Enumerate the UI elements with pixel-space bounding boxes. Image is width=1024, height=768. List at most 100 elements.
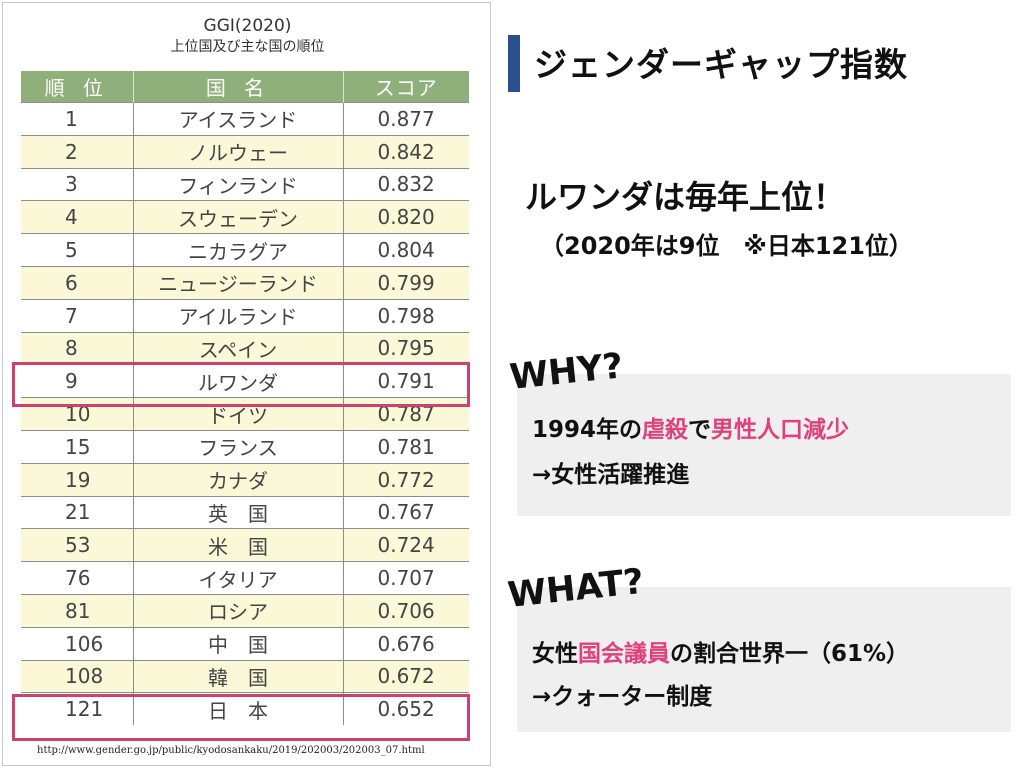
- rank-cell: 4: [21, 200, 134, 234]
- table-row: 6 ニュージーランド 0.799: [21, 265, 469, 300]
- source-url: http://www.gender.go.jp/public/kyodosank…: [37, 745, 425, 756]
- rank-cell: 53: [21, 528, 134, 562]
- rank-cell: 9: [21, 364, 134, 398]
- table-row: 9 ルワンダ 0.791: [21, 364, 469, 398]
- header-country: 国 名: [133, 71, 344, 103]
- table-row: 3 フィンランド 0.832: [21, 167, 469, 201]
- why-line-1: 1994年の虐殺で男性人口減少: [532, 410, 849, 444]
- rank-cell: 106: [21, 626, 134, 661]
- rank-cell: 7: [21, 298, 134, 333]
- ranking-table: 順 位 国 名 スコア 1 アイスランド 0.877 2 ノルウェー 0.842 3 フィンラ…: [21, 71, 469, 726]
- country-cell: イタリア: [133, 561, 344, 595]
- score-cell: 0.798: [343, 298, 469, 333]
- table-row: 108 韓 国 0.672: [21, 659, 469, 693]
- score-cell: 0.706: [343, 593, 469, 628]
- rank-cell: 19: [21, 462, 134, 497]
- country-cell: 日 本: [133, 692, 344, 726]
- table-row: 10 ドイツ 0.787: [21, 397, 469, 431]
- table-row: 5 ニカラグア 0.804: [21, 233, 469, 267]
- country-cell: ニュージーランド: [133, 265, 344, 300]
- rank-cell: 108: [21, 659, 134, 693]
- country-cell: スペイン: [133, 331, 344, 365]
- why-line-1-mid: で: [688, 417, 712, 443]
- ggi-table-panel: GGI(2020) 上位国及び主な国の順位 順 位 国 名 スコア 1 アイスラン…: [2, 2, 491, 766]
- table-row: 4 スウェーデン 0.820: [21, 200, 469, 234]
- country-cell: 英 国: [133, 495, 344, 529]
- score-cell: 0.795: [343, 331, 469, 365]
- rwanda-claim: ルワンダは毎年上位！: [525, 178, 846, 216]
- table-row: 121 日 本 0.652: [21, 692, 469, 726]
- rank-cell: 76: [21, 561, 134, 595]
- score-cell: 0.672: [343, 659, 469, 693]
- country-cell: フィンランド: [133, 167, 344, 201]
- rank-cell: 2: [21, 134, 134, 169]
- why-line-2: →女性活躍推進: [532, 462, 690, 488]
- table-row: 53 米 国 0.724: [21, 528, 469, 562]
- country-cell: ニカラグア: [133, 233, 344, 267]
- header-rank: 順 位: [21, 71, 134, 103]
- rank-cell: 1: [21, 102, 134, 136]
- slide-heading: ジェンダーギャップ指数: [534, 45, 908, 84]
- rank-note: （2020年は9位 ※日本121位）: [540, 232, 913, 260]
- table-title: GGI(2020) 上位国及び主な国の順位: [3, 15, 492, 57]
- score-cell: 0.842: [343, 134, 469, 169]
- table-row: 21 英 国 0.767: [21, 495, 469, 529]
- header-score: スコア: [343, 71, 469, 103]
- why-highlight-massacre: 虐殺: [642, 417, 689, 443]
- table-row: 2 ノルウェー 0.842: [21, 134, 469, 169]
- score-cell: 0.791: [343, 364, 469, 398]
- score-cell: 0.767: [343, 495, 469, 529]
- table-subtitle: 上位国及び主な国の順位: [170, 38, 325, 55]
- score-cell: 0.724: [343, 528, 469, 562]
- score-cell: 0.877: [343, 102, 469, 136]
- why-highlight-male-decline: 男性人口減少: [711, 417, 850, 443]
- rank-cell: 6: [21, 265, 134, 300]
- rank-cell: 5: [21, 233, 134, 267]
- what-line-1-post: の割合世界一（61%）: [670, 641, 910, 667]
- rank-cell: 3: [21, 167, 134, 201]
- country-cell: 中 国: [133, 626, 344, 661]
- rank-cell: 81: [21, 593, 134, 628]
- score-cell: 0.820: [343, 200, 469, 234]
- what-line-2: →クォーター制度: [532, 684, 713, 710]
- what-highlight-diet-members: 国会議員: [578, 641, 670, 667]
- rank-cell: 121: [21, 692, 134, 726]
- table-row: 15 フランス 0.781: [21, 429, 469, 464]
- heading-accent-bar: [508, 35, 520, 92]
- ranking-table-body: 1 アイスランド 0.877 2 ノルウェー 0.842 3 フィンランド 0.832 4 スウェー…: [21, 102, 469, 726]
- table-row: 7 アイルランド 0.798: [21, 298, 469, 333]
- table-row: 8 スペイン 0.795: [21, 331, 469, 365]
- score-cell: 0.781: [343, 429, 469, 464]
- table-header-row: 順 位 国 名 スコア: [21, 71, 469, 103]
- country-cell: アイルランド: [133, 298, 344, 333]
- table-row: 19 カナダ 0.772: [21, 462, 469, 497]
- rank-cell: 21: [21, 495, 134, 529]
- what-line-1: 女性国会議員の割合世界一（61%）: [532, 634, 909, 668]
- score-cell: 0.652: [343, 692, 469, 726]
- country-cell: ノルウェー: [133, 134, 344, 169]
- country-cell: ルワンダ: [133, 364, 344, 398]
- rank-cell: 8: [21, 331, 134, 365]
- score-cell: 0.787: [343, 397, 469, 431]
- score-cell: 0.799: [343, 265, 469, 300]
- what-line-1-pre: 女性: [532, 641, 578, 667]
- country-cell: カナダ: [133, 462, 344, 497]
- score-cell: 0.707: [343, 561, 469, 595]
- table-row: 81 ロシア 0.706: [21, 593, 469, 628]
- score-cell: 0.772: [343, 462, 469, 497]
- table-row: 76 イタリア 0.707: [21, 561, 469, 595]
- table-title-text: GGI(2020): [203, 16, 292, 36]
- country-cell: 韓 国: [133, 659, 344, 693]
- score-cell: 0.676: [343, 626, 469, 661]
- table-row: 1 アイスランド 0.877: [21, 102, 469, 136]
- country-cell: スウェーデン: [133, 200, 344, 234]
- why-line-1-pre: 1994年の: [532, 417, 643, 443]
- table-row: 106 中 国 0.676: [21, 626, 469, 661]
- rank-cell: 10: [21, 397, 134, 431]
- score-cell: 0.832: [343, 167, 469, 201]
- country-cell: ロシア: [133, 593, 344, 628]
- country-cell: 米 国: [133, 528, 344, 562]
- what-box: [517, 587, 1011, 732]
- score-cell: 0.804: [343, 233, 469, 267]
- country-cell: フランス: [133, 429, 344, 464]
